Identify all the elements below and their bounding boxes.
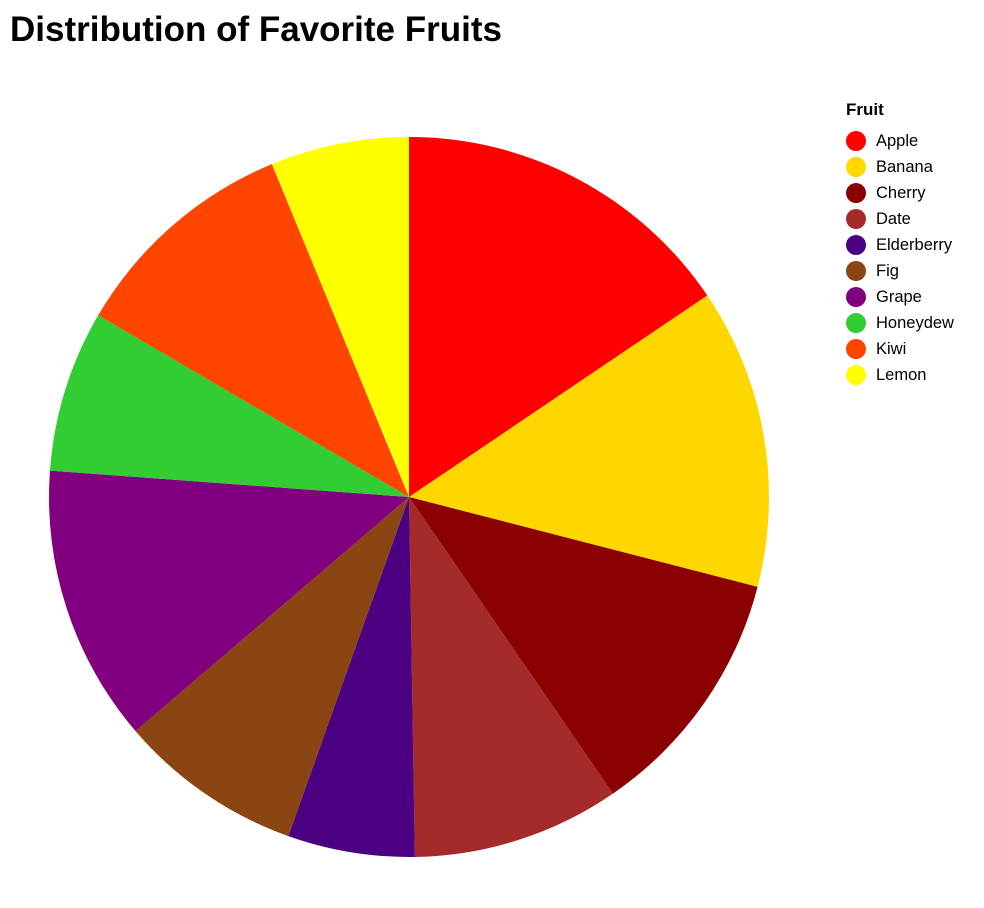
legend-swatch xyxy=(846,235,866,255)
legend-label: Apple xyxy=(876,131,919,150)
legend-item-elderberry: Elderberry xyxy=(846,232,954,258)
pie-slice-honeydew xyxy=(49,315,409,497)
pie-slice-grape xyxy=(49,470,409,732)
pie-slice-kiwi xyxy=(98,164,410,497)
legend-label: Lemon xyxy=(876,365,927,384)
legend-title: Fruit xyxy=(846,100,884,119)
legend-item-fig: Fig xyxy=(846,258,954,284)
legend-item-lemon: Lemon xyxy=(846,362,954,388)
legend-label: Banana xyxy=(876,157,933,176)
legend-swatch xyxy=(846,365,866,385)
legend-swatch xyxy=(846,209,866,229)
legend-swatch xyxy=(846,261,866,281)
pie-slice-apple xyxy=(409,137,708,497)
legend-item-date: Date xyxy=(846,206,954,232)
legend-swatch xyxy=(846,287,866,307)
legend-item-kiwi: Kiwi xyxy=(846,336,954,362)
legend-swatch xyxy=(846,339,866,359)
legend-label: Grape xyxy=(876,287,922,306)
legend-label: Elderberry xyxy=(876,235,953,254)
legend-item-apple: Apple xyxy=(846,128,954,154)
pie-slice-banana xyxy=(409,295,770,587)
pie-slice-cherry xyxy=(409,497,758,794)
legend-item-cherry: Cherry xyxy=(846,180,954,206)
legend-label: Kiwi xyxy=(876,339,907,358)
legend-label: Cherry xyxy=(876,183,926,202)
legend-label: Fig xyxy=(876,261,899,280)
legend-label: Date xyxy=(876,209,911,228)
legend-items: Apple Banana Cherry Date Elderberry Fig Grape H… xyxy=(846,128,954,388)
legend-swatch xyxy=(846,131,866,151)
legend-item-honeydew: Honeydew xyxy=(846,310,954,336)
pie-slices xyxy=(49,137,770,857)
pie-slice-lemon xyxy=(271,137,409,497)
pie-slice-fig xyxy=(135,497,410,837)
legend-item-grape: Grape xyxy=(846,284,954,310)
legend-swatch xyxy=(846,157,866,177)
pie-slice-elderberry xyxy=(288,497,415,857)
pie-slice-date xyxy=(409,497,613,857)
legend-swatch xyxy=(846,313,866,333)
legend: Fruit Apple Banana Cherry Date Elderberry Fig… xyxy=(846,98,954,388)
chart-title: Distribution of Favorite Fruits xyxy=(10,10,502,49)
legend-swatch xyxy=(846,183,866,203)
legend-item-banana: Banana xyxy=(846,154,954,180)
legend-label: Honeydew xyxy=(876,313,954,332)
